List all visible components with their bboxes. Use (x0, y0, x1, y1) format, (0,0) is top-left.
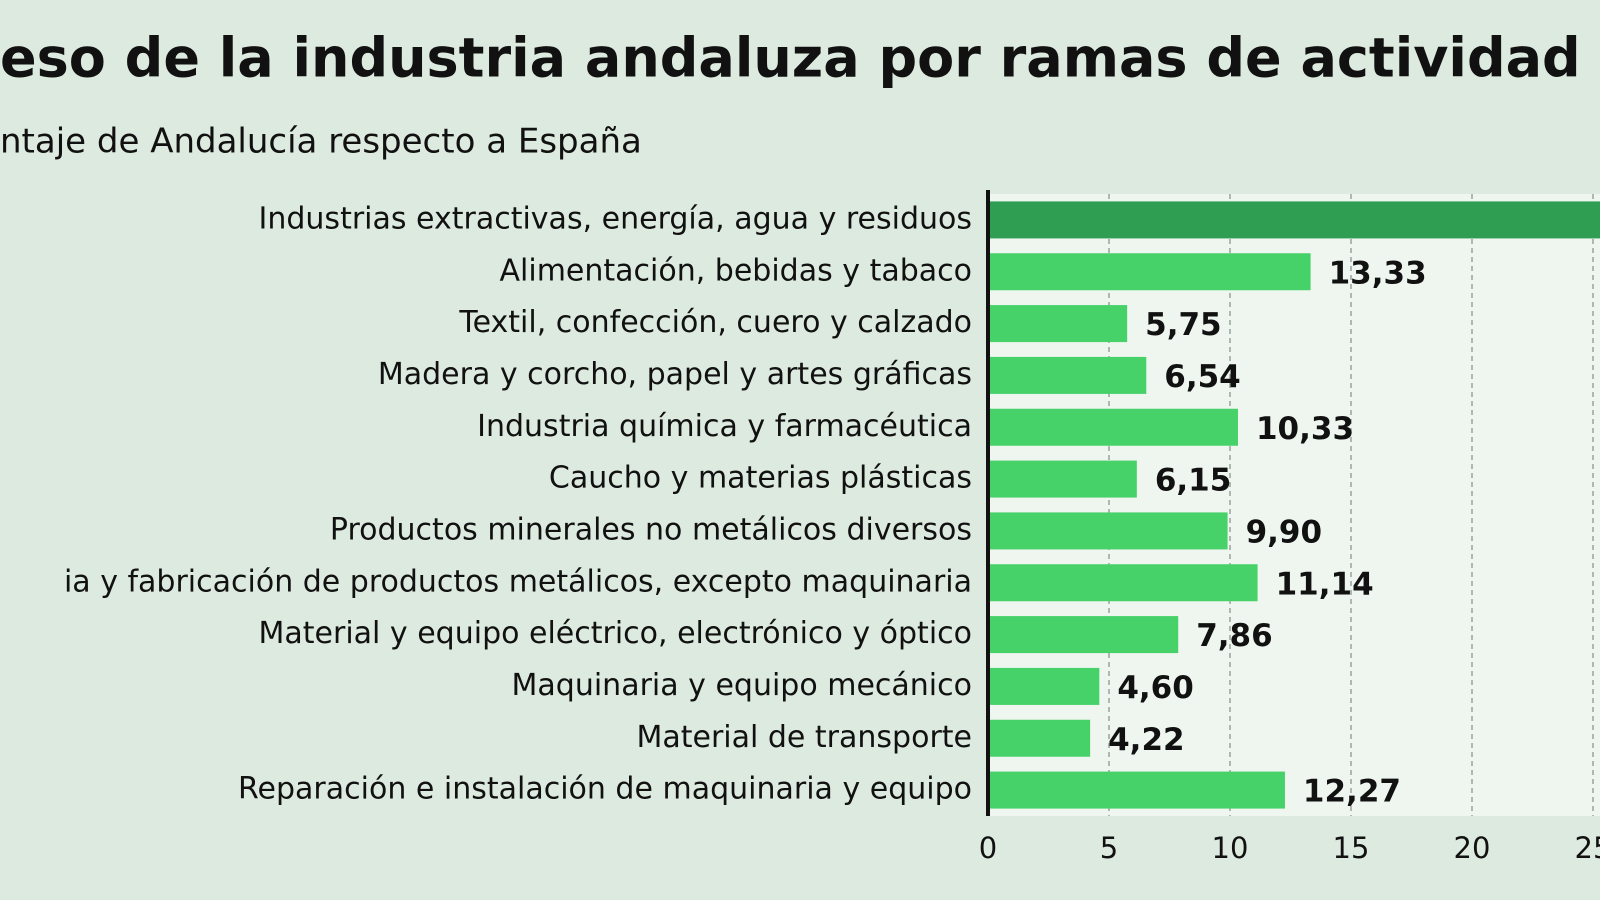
x-tick-label: 25 (1575, 831, 1600, 865)
value-label: 13,33 (1329, 255, 1427, 291)
bar (988, 564, 1258, 602)
value-label: 10,33 (1256, 411, 1354, 447)
category-label: Alimentación, bebidas y tabaco (500, 253, 973, 288)
value-label: 9,90 (1246, 514, 1323, 550)
value-label: 12,27 (1303, 774, 1401, 810)
value-label: 7,86 (1196, 618, 1273, 654)
bar (988, 460, 1137, 498)
bar (988, 201, 1600, 239)
value-label: 6,15 (1155, 463, 1232, 499)
x-tick-label: 0 (979, 831, 997, 865)
category-label: Productos minerales no metálicos diverso… (330, 512, 972, 547)
category-label: Madera y corcho, papel y artes gráficas (378, 357, 972, 392)
category-label: Material de transporte (636, 720, 972, 755)
bar (988, 667, 1100, 705)
bar (988, 253, 1311, 291)
category-label: Industrias extractivas, energía, agua y … (259, 201, 972, 236)
value-label: 5,75 (1145, 307, 1222, 343)
bar (988, 356, 1147, 394)
x-tick-label: 20 (1454, 831, 1491, 865)
value-label: 11,14 (1276, 566, 1374, 602)
x-tick-label: 10 (1212, 831, 1249, 865)
category-label: Maquinaria y equipo mecánico (512, 668, 972, 703)
value-label: 4,60 (1117, 670, 1194, 706)
chart-title: eso de la industria andaluza por ramas d… (0, 27, 1581, 90)
x-tick-label: 15 (1333, 831, 1370, 865)
bar (988, 512, 1228, 550)
value-label: 4,22 (1108, 722, 1185, 758)
bar (988, 305, 1128, 343)
category-label: Textil, confección, cuero y calzado (458, 305, 972, 340)
chart-subtitle: ntaje de Andalucía respecto a España (0, 122, 642, 162)
category-label: Material y equipo eléctrico, electrónico… (259, 616, 972, 651)
x-tick-label: 5 (1100, 831, 1118, 865)
bar (988, 408, 1238, 446)
bar (988, 719, 1091, 757)
category-label: Reparación e instalación de maquinaria y… (238, 772, 972, 807)
plot-area (988, 194, 1600, 816)
category-label: Industria química y farmacéutica (477, 409, 972, 444)
bar (988, 616, 1179, 654)
bar (988, 771, 1285, 809)
category-label: ia y fabricación de productos metálicos,… (64, 564, 972, 599)
category-label: Caucho y materias plásticas (549, 461, 972, 496)
value-label: 6,54 (1164, 359, 1241, 395)
